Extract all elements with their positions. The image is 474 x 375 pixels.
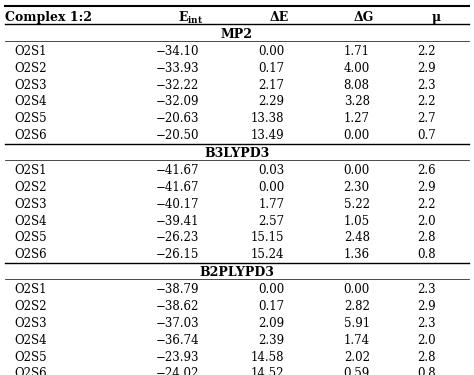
Text: −23.93: −23.93 <box>155 351 199 364</box>
Text: −41.67: −41.67 <box>155 181 199 194</box>
Text: 0.17: 0.17 <box>258 62 284 75</box>
Text: 1.77: 1.77 <box>258 198 284 211</box>
Text: O2S4: O2S4 <box>14 334 47 346</box>
Text: −24.02: −24.02 <box>155 368 199 375</box>
Text: −38.79: −38.79 <box>155 283 199 296</box>
Text: −40.17: −40.17 <box>155 198 199 211</box>
Text: 2.29: 2.29 <box>258 96 284 108</box>
Text: 2.3: 2.3 <box>418 317 436 330</box>
Text: 2.2: 2.2 <box>418 45 436 58</box>
Text: 2.2: 2.2 <box>418 96 436 108</box>
Text: −20.50: −20.50 <box>155 129 199 142</box>
Text: E$_{\mathregular{int}}$: E$_{\mathregular{int}}$ <box>179 9 204 26</box>
Text: 2.8: 2.8 <box>418 351 436 364</box>
Text: 2.9: 2.9 <box>418 300 436 313</box>
Text: 2.9: 2.9 <box>418 62 436 75</box>
Text: 2.3: 2.3 <box>418 78 436 92</box>
Text: O2S4: O2S4 <box>14 96 47 108</box>
Text: −36.74: −36.74 <box>155 334 199 346</box>
Text: 13.49: 13.49 <box>251 129 284 142</box>
Text: 2.57: 2.57 <box>258 214 284 228</box>
Text: O2S1: O2S1 <box>14 283 47 296</box>
Text: −37.03: −37.03 <box>155 317 199 330</box>
Text: −33.93: −33.93 <box>155 62 199 75</box>
Text: 3.28: 3.28 <box>344 96 370 108</box>
Text: O2S5: O2S5 <box>14 351 47 364</box>
Text: 2.30: 2.30 <box>344 181 370 194</box>
Text: 5.22: 5.22 <box>344 198 370 211</box>
Text: Complex 1:2: Complex 1:2 <box>5 11 92 24</box>
Text: O2S3: O2S3 <box>14 78 47 92</box>
Text: O2S2: O2S2 <box>14 181 47 194</box>
Text: 2.9: 2.9 <box>418 181 436 194</box>
Text: 0.00: 0.00 <box>258 181 284 194</box>
Text: 0.00: 0.00 <box>258 45 284 58</box>
Text: −32.09: −32.09 <box>155 96 199 108</box>
Text: B3LYPD3: B3LYPD3 <box>204 147 270 160</box>
Text: 14.58: 14.58 <box>251 351 284 364</box>
Text: −26.23: −26.23 <box>155 231 199 244</box>
Text: O2S6: O2S6 <box>14 368 47 375</box>
Text: 2.39: 2.39 <box>258 334 284 346</box>
Text: −41.67: −41.67 <box>155 164 199 177</box>
Text: 0.00: 0.00 <box>344 129 370 142</box>
Text: 0.8: 0.8 <box>418 368 436 375</box>
Text: 2.7: 2.7 <box>418 112 436 125</box>
Text: B2PLYPD3: B2PLYPD3 <box>200 266 274 279</box>
Text: 5.91: 5.91 <box>344 317 370 330</box>
Text: O2S5: O2S5 <box>14 231 47 244</box>
Text: 2.2: 2.2 <box>418 198 436 211</box>
Text: O2S3: O2S3 <box>14 317 47 330</box>
Text: 2.8: 2.8 <box>418 231 436 244</box>
Text: 13.38: 13.38 <box>251 112 284 125</box>
Text: O2S4: O2S4 <box>14 214 47 228</box>
Text: 0.03: 0.03 <box>258 164 284 177</box>
Text: O2S5: O2S5 <box>14 112 47 125</box>
Text: 4.00: 4.00 <box>344 62 370 75</box>
Text: 0.8: 0.8 <box>418 248 436 261</box>
Text: O2S6: O2S6 <box>14 129 47 142</box>
Text: μ: μ <box>432 11 441 24</box>
Text: 1.27: 1.27 <box>344 112 370 125</box>
Text: O2S3: O2S3 <box>14 198 47 211</box>
Text: −34.10: −34.10 <box>155 45 199 58</box>
Text: 2.0: 2.0 <box>418 214 436 228</box>
Text: O2S1: O2S1 <box>14 45 47 58</box>
Text: 2.0: 2.0 <box>418 334 436 346</box>
Text: 2.09: 2.09 <box>258 317 284 330</box>
Text: O2S2: O2S2 <box>14 300 47 313</box>
Text: −32.22: −32.22 <box>156 78 199 92</box>
Text: O2S6: O2S6 <box>14 248 47 261</box>
Text: 14.52: 14.52 <box>251 368 284 375</box>
Text: 0.00: 0.00 <box>344 283 370 296</box>
Text: 2.17: 2.17 <box>258 78 284 92</box>
Text: 8.08: 8.08 <box>344 78 370 92</box>
Text: O2S1: O2S1 <box>14 164 47 177</box>
Text: ΔG: ΔG <box>354 11 374 24</box>
Text: −39.41: −39.41 <box>155 214 199 228</box>
Text: MP2: MP2 <box>221 28 253 41</box>
Text: 0.00: 0.00 <box>344 164 370 177</box>
Text: 2.3: 2.3 <box>418 283 436 296</box>
Text: 0.17: 0.17 <box>258 300 284 313</box>
Text: 2.48: 2.48 <box>344 231 370 244</box>
Text: −38.62: −38.62 <box>155 300 199 313</box>
Text: 0.59: 0.59 <box>344 368 370 375</box>
Text: 1.74: 1.74 <box>344 334 370 346</box>
Text: 15.15: 15.15 <box>251 231 284 244</box>
Text: 1.71: 1.71 <box>344 45 370 58</box>
Text: −26.15: −26.15 <box>155 248 199 261</box>
Text: 2.82: 2.82 <box>344 300 370 313</box>
Text: 0.00: 0.00 <box>258 283 284 296</box>
Text: 0.7: 0.7 <box>417 129 436 142</box>
Text: 2.02: 2.02 <box>344 351 370 364</box>
Text: 15.24: 15.24 <box>251 248 284 261</box>
Text: 2.6: 2.6 <box>418 164 436 177</box>
Text: −20.63: −20.63 <box>155 112 199 125</box>
Text: ΔE: ΔE <box>270 11 289 24</box>
Text: O2S2: O2S2 <box>14 62 47 75</box>
Text: 1.05: 1.05 <box>344 214 370 228</box>
Text: 1.36: 1.36 <box>344 248 370 261</box>
